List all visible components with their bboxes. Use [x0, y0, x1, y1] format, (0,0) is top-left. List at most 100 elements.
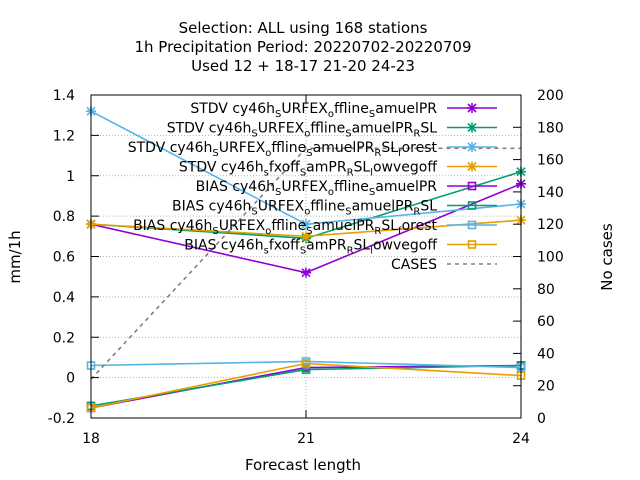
y-tick-label: 0 — [66, 371, 75, 387]
series-line — [90, 360, 522, 369]
y2-tick-label: 100 — [537, 250, 564, 266]
legend-subscript: o — [328, 109, 334, 120]
legend-text: ffline — [310, 121, 345, 137]
legend-subscript: o — [304, 129, 310, 140]
legend-text: ffline — [334, 101, 369, 117]
legend-label: BIAS cy46hSURFEXofflineSamuelPRRSL — [172, 199, 437, 218]
legend-subscript: l — [370, 246, 373, 257]
legend-text: ffline — [334, 179, 369, 195]
legend-text: URFEX — [258, 121, 305, 137]
legend-subscript: S — [251, 207, 257, 218]
legend-subscript: R — [374, 148, 381, 159]
legend-subscript: S — [306, 226, 312, 237]
legend-label: STDV cy46hSURFEXofflineSamuelPRRSLforest — [128, 140, 438, 159]
legend-text: amuelPR — [375, 179, 437, 195]
legend-text: orest — [402, 140, 438, 156]
y-tick-label: -0.2 — [48, 411, 75, 427]
data-point — [301, 267, 311, 278]
legend-subscript: l — [370, 168, 373, 179]
legend-subscript: o — [265, 226, 271, 237]
legend-sample-marker — [467, 161, 477, 172]
data-point — [301, 365, 311, 374]
legend-subscript: S — [275, 109, 281, 120]
legend-text: URFEX — [281, 179, 328, 195]
legend-label: STDV cy46hSURFEXofflineSamuelPRRSL — [167, 121, 438, 140]
legend-text: CASES — [391, 257, 437, 273]
series-line — [90, 362, 522, 409]
legend-text: BIAS cy46h — [133, 218, 212, 234]
legend-text: owvegoff — [373, 160, 437, 176]
legend-text: amuelPR — [313, 140, 375, 156]
legend-sample-marker — [467, 103, 477, 113]
legend-subscript: S — [345, 129, 351, 140]
legend-subscript: R — [347, 246, 354, 257]
legend-text: SL — [420, 199, 437, 215]
y2-tick-label: 180 — [537, 120, 564, 136]
data-point — [301, 359, 311, 368]
title-line-3: Used 12 + 18-17 21-20 24-23 — [191, 57, 415, 75]
legend-text: ffline — [310, 199, 345, 215]
y-tick-label: 1 — [66, 169, 75, 185]
legend-text: URFEX — [219, 218, 266, 234]
legend-text: ffline — [271, 140, 306, 156]
series-6 — [86, 361, 526, 411]
legend-subscript: o — [328, 187, 334, 198]
legend-text: SL — [354, 160, 371, 176]
legend-label: BIAS cy46hsfxoffSamPRRSLlowvegoff — [184, 238, 437, 257]
y-tick-label: 1.2 — [53, 128, 75, 144]
y-axis-label: mm/1h — [6, 230, 24, 283]
legend-sample-marker — [467, 240, 477, 249]
y-tick-label: 0.8 — [53, 209, 75, 225]
legend-text: BIAS cy46h — [184, 238, 263, 254]
title-line-2: 1h Precipitation Period: 20220702-202207… — [134, 38, 471, 56]
y2-tick-label: 0 — [537, 411, 546, 427]
legend-sample-marker — [467, 122, 477, 133]
legend-subscript: R — [374, 226, 381, 237]
title-line-1: Selection: ALL using 168 stations — [179, 19, 428, 37]
y2-axis-label: No cases — [598, 223, 616, 291]
legend-sample-marker — [467, 181, 477, 191]
legend-subscript: o — [304, 207, 310, 218]
legend-text: amPR — [306, 160, 347, 176]
legend-subscript: s — [264, 168, 269, 179]
legend-subscript: R — [413, 129, 420, 140]
legend-text: orest — [402, 218, 438, 234]
legend-subscript: f — [398, 148, 402, 159]
series-line — [90, 147, 521, 380]
legend-label: CASES — [391, 257, 437, 273]
legend-sample-marker — [467, 201, 477, 210]
legend-text: ffline — [271, 218, 306, 234]
legend-text: SL — [354, 238, 371, 254]
legend-text: fxoff — [269, 238, 300, 254]
legend-text: amuelPR — [313, 218, 375, 234]
x-tick-label: 24 — [512, 431, 530, 447]
y2-tick-label: 120 — [537, 217, 564, 233]
legend-subscript: s — [264, 246, 269, 257]
legend-text: amuelPR — [352, 121, 414, 137]
y-tick-label: 0.6 — [53, 250, 75, 266]
y-tick-label: 0.2 — [53, 330, 75, 346]
legend-subscript: S — [306, 148, 312, 159]
legend-text: URFEX — [281, 101, 328, 117]
legend-text: BIAS cy46h — [172, 199, 251, 215]
x-tick-label: 21 — [297, 431, 315, 447]
y2-tick-label: 140 — [537, 185, 564, 201]
legend-subscript: o — [265, 148, 271, 159]
legend-subscript: f — [398, 226, 402, 237]
legend-subscript: S — [212, 226, 218, 237]
legend-text: URFEX — [258, 199, 305, 215]
legend-text: SL — [381, 218, 398, 234]
legend-label: BIAS cy46hSURFEXofflineSamuelPRRSLforest — [133, 218, 437, 237]
legend-subscript: S — [300, 246, 306, 257]
legend-text: STDV cy46h — [179, 160, 264, 176]
series-8 — [86, 359, 526, 413]
legend-text: amuelPR — [352, 199, 414, 215]
y-tick-label: 1.4 — [53, 88, 75, 104]
series-layer — [86, 106, 526, 413]
legend-sample-marker — [467, 220, 477, 230]
legend-subscript: S — [369, 109, 375, 120]
legend-subscript: S — [300, 168, 306, 179]
legend-text: SL — [381, 140, 398, 156]
legend-text: STDV cy46h — [128, 140, 213, 156]
